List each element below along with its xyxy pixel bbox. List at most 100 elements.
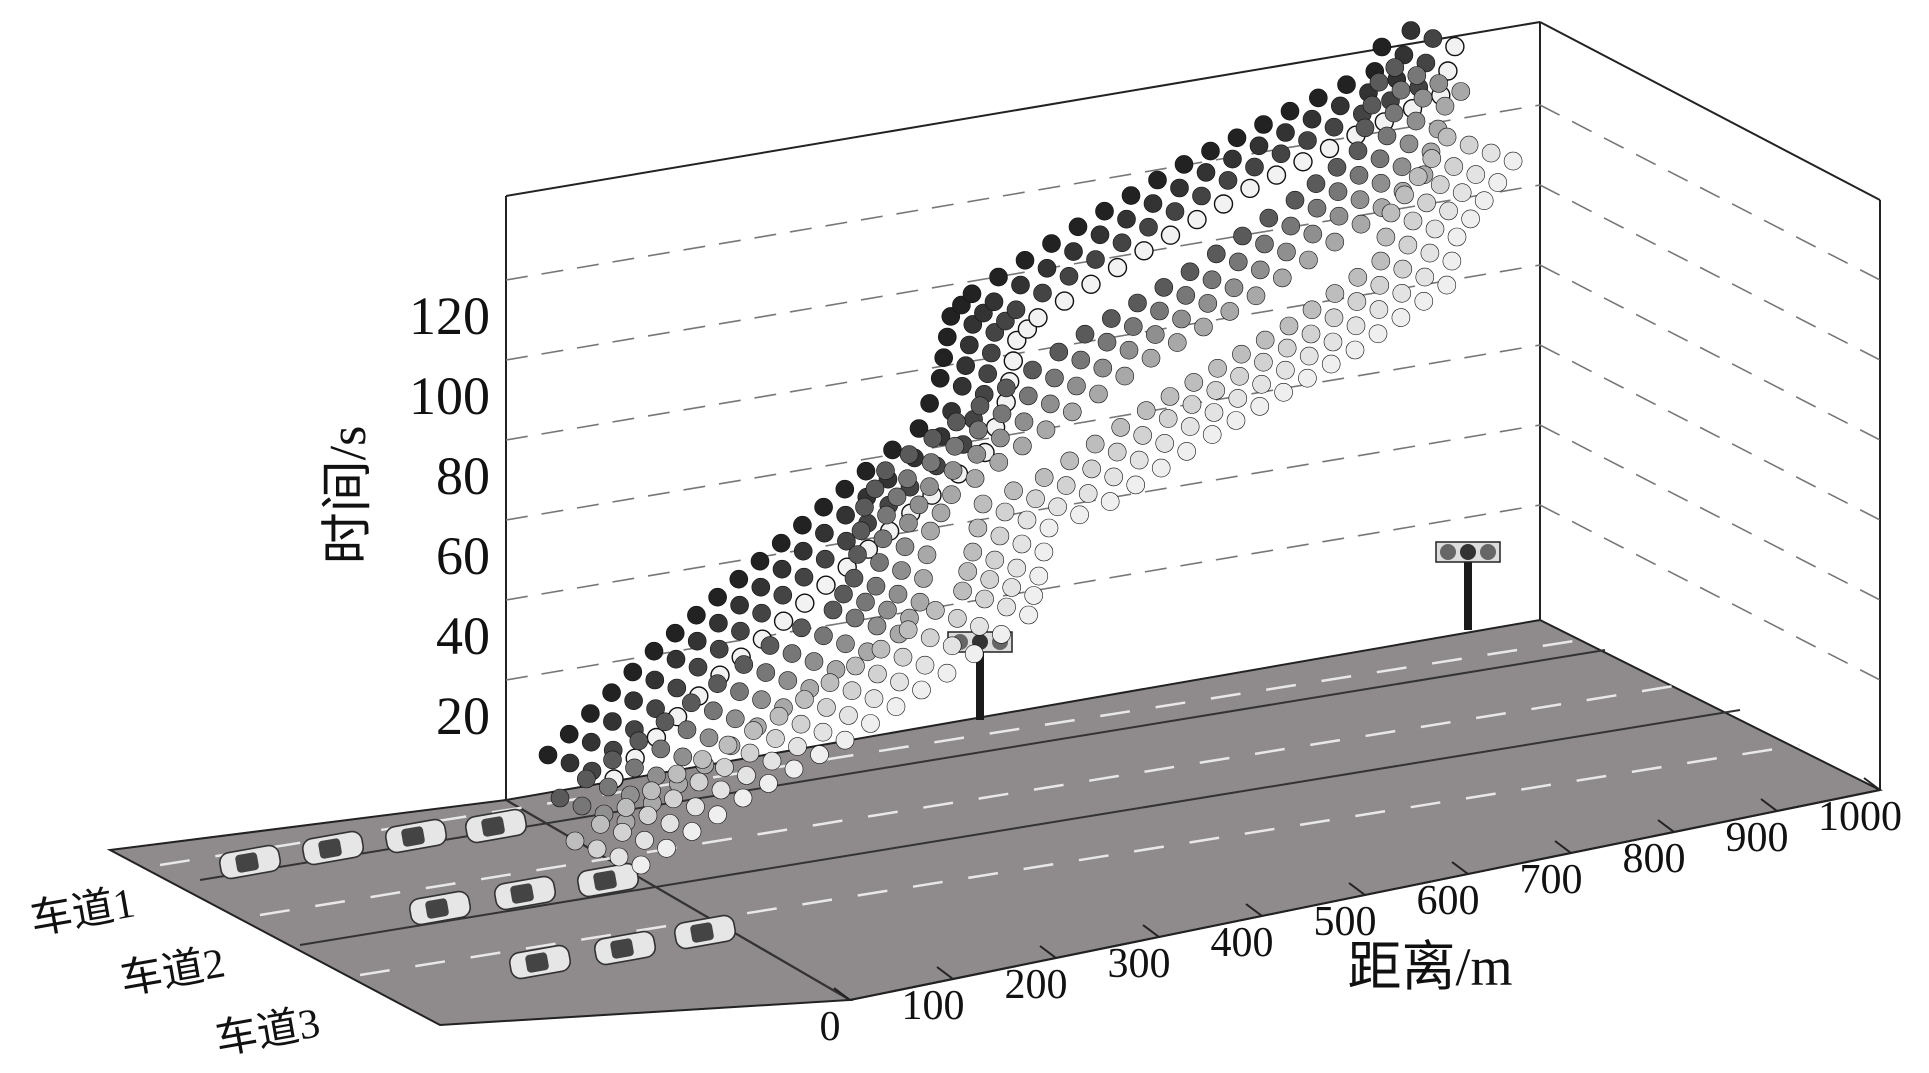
x-tick-label: 900 xyxy=(1726,815,1789,861)
vehicles xyxy=(218,808,737,980)
x-tick xyxy=(936,966,954,980)
trajectory-point xyxy=(1324,117,1344,137)
trajectory-point xyxy=(1160,225,1181,245)
trajectory-point xyxy=(1107,442,1127,462)
trajectory-point xyxy=(1474,191,1494,210)
trajectory-point xyxy=(1168,333,1187,352)
trajectory-point xyxy=(1307,198,1327,218)
signal-lamp xyxy=(1460,544,1476,560)
trajectory-point xyxy=(914,569,933,588)
trajectory-point xyxy=(1240,178,1260,199)
trajectory-point xyxy=(1321,354,1341,374)
trajectory-point xyxy=(793,541,813,561)
trajectory-point xyxy=(625,758,644,778)
grid-line-back xyxy=(505,344,1541,521)
trajectory-point xyxy=(623,662,643,682)
trajectory-point xyxy=(572,796,592,816)
grid-line-side xyxy=(1539,264,1881,441)
trajectory-point xyxy=(1395,185,1414,205)
trajectory-point xyxy=(1255,234,1274,254)
x-tick-label: 400 xyxy=(1211,920,1274,966)
car xyxy=(593,930,657,966)
trajectory-point xyxy=(1133,426,1152,445)
trajectory-point xyxy=(856,461,876,481)
trajectory-point xyxy=(1139,217,1158,237)
x-tick-label: 300 xyxy=(1108,941,1171,987)
car-window xyxy=(481,816,505,837)
trajectory-point xyxy=(1461,209,1480,229)
trajectory-point xyxy=(602,683,621,703)
trajectory-point xyxy=(836,634,855,654)
trajectory-point xyxy=(937,663,957,683)
trajectory-point xyxy=(958,562,978,581)
trajectory-point xyxy=(1059,266,1079,286)
trajectory-point xyxy=(984,292,1004,312)
trajectory-point xyxy=(750,551,770,571)
trajectory-point xyxy=(699,728,719,748)
trajectory-point xyxy=(842,681,862,701)
x-tick-label: 100 xyxy=(902,983,965,1029)
trajectory-point xyxy=(1028,308,1048,328)
trajectory-point xyxy=(793,515,812,535)
trajectory-point xyxy=(1393,259,1413,279)
car xyxy=(493,875,557,911)
trajectory-point xyxy=(837,531,856,551)
trajectory-point xyxy=(846,656,865,676)
trajectory-point xyxy=(1023,360,1042,380)
trajectory-point xyxy=(1369,300,1389,319)
trajectory-point xyxy=(1255,330,1275,350)
trajectory-point xyxy=(1019,605,1038,625)
trajectory-point xyxy=(725,709,745,729)
trajectory-point xyxy=(709,639,729,659)
trajectory-point xyxy=(1266,165,1287,185)
trajectory-point xyxy=(1254,115,1273,134)
trajectory-point xyxy=(1177,442,1196,461)
trajectory-point xyxy=(1126,475,1145,495)
trajectory-point xyxy=(795,690,814,709)
trajectory-point xyxy=(560,753,580,773)
trajectory-point xyxy=(1306,174,1326,193)
trajectory-point xyxy=(947,412,966,432)
trajectory-point xyxy=(1420,243,1440,263)
trajectory-point xyxy=(1208,358,1227,378)
trajectory-point xyxy=(1007,558,1027,578)
trajectory-point xyxy=(581,704,600,723)
trajectory-point xyxy=(1034,542,1054,562)
trajectory-point xyxy=(1376,227,1396,247)
lane-label: 车道3 xyxy=(212,1000,323,1064)
trajectory-point xyxy=(1337,75,1356,94)
trajectory-point xyxy=(1187,209,1207,230)
trajectory-point xyxy=(871,639,891,659)
trajectory-point xyxy=(899,445,919,464)
trajectory-point xyxy=(1298,368,1317,388)
trajectory-point xyxy=(1206,381,1226,400)
trajectory-point xyxy=(677,720,697,740)
trajectory-point xyxy=(1466,165,1486,184)
trajectory-point xyxy=(1165,202,1185,221)
trajectory-point xyxy=(1064,242,1083,261)
trajectory-point xyxy=(1377,126,1397,146)
x-axis-title: 距离/m xyxy=(1347,937,1512,997)
trajectory-point xyxy=(792,618,811,638)
trajectory-point xyxy=(688,657,708,677)
trajectory-point xyxy=(816,575,836,595)
trajectory-point xyxy=(1180,417,1200,436)
trajectory-point xyxy=(909,419,929,438)
trajectory-point xyxy=(1280,101,1300,121)
car xyxy=(408,890,472,926)
trajectory-point xyxy=(773,585,793,605)
trajectory-point xyxy=(1370,275,1390,295)
trajectory-point xyxy=(959,335,979,355)
trajectory-point xyxy=(817,698,836,717)
trajectory-point xyxy=(784,759,804,779)
trajectory-point xyxy=(766,729,785,748)
trajectory-point xyxy=(876,461,895,481)
trajectory-point xyxy=(1439,201,1458,221)
trajectory-point xyxy=(1201,141,1220,161)
trajectory-point xyxy=(1437,127,1457,147)
car-window xyxy=(610,938,634,959)
trajectory-point xyxy=(1011,275,1030,295)
trajectory-point xyxy=(952,376,972,396)
x-tick xyxy=(833,987,851,1001)
trajectory-point xyxy=(1385,58,1405,77)
